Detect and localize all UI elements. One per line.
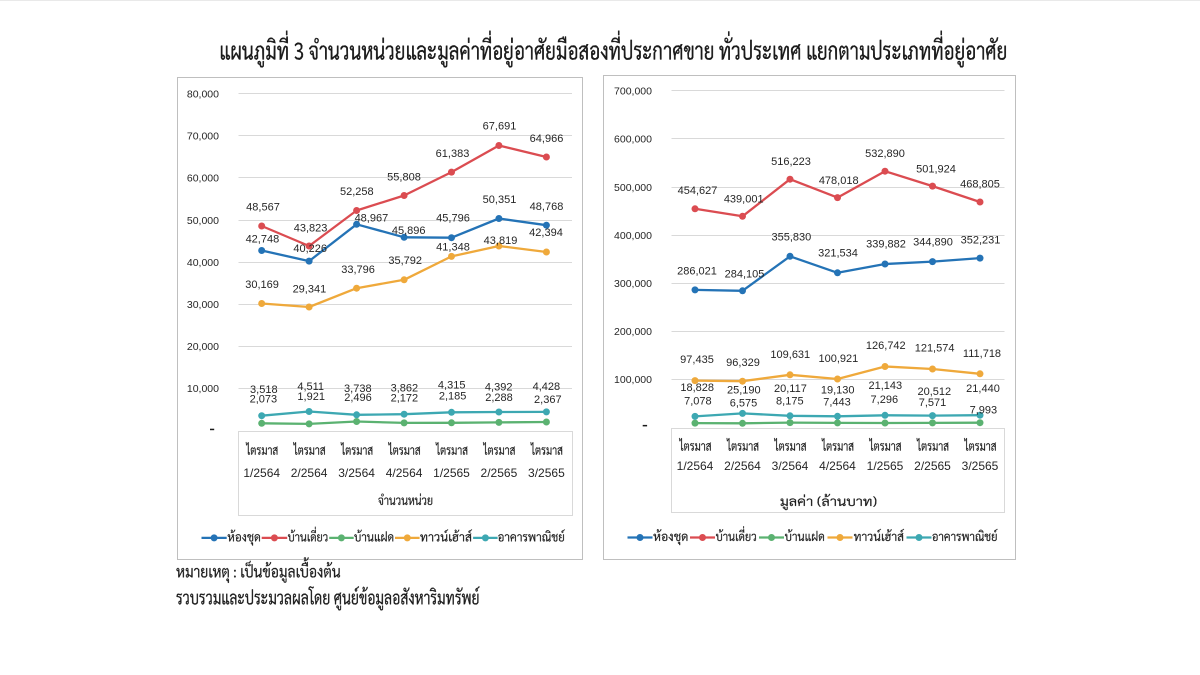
svg-text:3,738: 3,738: [344, 383, 372, 395]
svg-text:20,000: 20,000: [187, 341, 219, 353]
svg-text:2/2565: 2/2565: [481, 466, 518, 480]
svg-text:2/2564: 2/2564: [724, 459, 761, 473]
svg-text:7,443: 7,443: [823, 396, 851, 408]
svg-text:3/2564: 3/2564: [772, 459, 809, 473]
svg-text:121,574: 121,574: [915, 342, 955, 354]
svg-text:109,631: 109,631: [770, 349, 810, 361]
svg-text:48,768: 48,768: [530, 201, 564, 213]
svg-text:42,748: 42,748: [246, 234, 280, 246]
svg-text:100,921: 100,921: [819, 353, 859, 365]
svg-text:21,143: 21,143: [868, 380, 902, 392]
svg-text:2/2564: 2/2564: [291, 466, 328, 480]
svg-text:21,440: 21,440: [966, 383, 1000, 395]
svg-text:48,967: 48,967: [355, 212, 389, 224]
svg-text:439,001: 439,001: [724, 194, 764, 206]
svg-text:600,000: 600,000: [614, 134, 652, 146]
svg-text:80,000: 80,000: [187, 89, 219, 101]
svg-text:4,315: 4,315: [438, 380, 466, 392]
svg-text:19,130: 19,130: [821, 385, 855, 397]
svg-text:50,351: 50,351: [483, 194, 517, 206]
svg-text:18,828: 18,828: [680, 382, 714, 394]
svg-text:1/2565: 1/2565: [867, 459, 904, 473]
svg-text:700,000: 700,000: [614, 86, 652, 98]
svg-text:60,000: 60,000: [187, 173, 219, 185]
svg-text:2,185: 2,185: [439, 390, 467, 402]
svg-text:4/2564: 4/2564: [386, 466, 423, 480]
svg-text:35,792: 35,792: [388, 255, 422, 267]
svg-text:64,966: 64,966: [530, 133, 564, 145]
svg-text:10,000: 10,000: [187, 383, 219, 395]
svg-text:478,018: 478,018: [819, 175, 859, 187]
svg-text:284,105: 284,105: [725, 269, 765, 281]
svg-text:45,796: 45,796: [436, 212, 470, 224]
svg-text:126,742: 126,742: [866, 340, 906, 352]
svg-text:2,367: 2,367: [534, 394, 562, 406]
svg-text:29,341: 29,341: [293, 284, 327, 296]
svg-text:321,534: 321,534: [818, 247, 858, 259]
svg-text:3,518: 3,518: [250, 384, 278, 396]
svg-text:200,000: 200,000: [614, 326, 652, 338]
svg-text:111,718: 111,718: [963, 348, 1001, 360]
svg-text:100,000: 100,000: [614, 374, 652, 386]
svg-text:2,172: 2,172: [391, 393, 419, 405]
svg-text:67,691: 67,691: [483, 120, 517, 132]
svg-text:41,348: 41,348: [436, 242, 470, 254]
svg-text:55,808: 55,808: [387, 171, 421, 183]
svg-text:7,993: 7,993: [970, 404, 998, 416]
svg-text:3/2565: 3/2565: [962, 459, 999, 473]
svg-text:7,296: 7,296: [871, 394, 899, 406]
svg-text:344,890: 344,890: [913, 237, 953, 249]
svg-text:300,000: 300,000: [614, 278, 652, 290]
svg-text:4,392: 4,392: [485, 382, 513, 394]
svg-text:4,428: 4,428: [533, 381, 561, 393]
svg-text:70,000: 70,000: [187, 131, 219, 143]
svg-text:3/2564: 3/2564: [338, 466, 375, 480]
svg-text:4,511: 4,511: [297, 381, 324, 393]
svg-text:30,169: 30,169: [245, 279, 279, 291]
svg-text:7,078: 7,078: [684, 396, 712, 408]
svg-text:532,890: 532,890: [865, 148, 905, 160]
svg-text:42,394: 42,394: [529, 227, 563, 239]
svg-text:43,819: 43,819: [484, 235, 518, 247]
svg-text:61,383: 61,383: [436, 148, 470, 160]
svg-text:2,496: 2,496: [344, 392, 372, 404]
svg-text:352,231: 352,231: [961, 235, 1001, 247]
svg-text:501,924: 501,924: [916, 164, 956, 176]
svg-text:355,830: 355,830: [772, 232, 812, 244]
svg-text:7,571: 7,571: [919, 397, 947, 409]
svg-text:52,258: 52,258: [340, 186, 374, 198]
svg-text:2,073: 2,073: [250, 394, 278, 406]
svg-text:2/2565: 2/2565: [914, 459, 951, 473]
svg-text:1,921: 1,921: [297, 391, 325, 403]
svg-text:40,226: 40,226: [293, 243, 327, 255]
svg-text:45,896: 45,896: [392, 225, 426, 237]
svg-text:40,000: 40,000: [187, 257, 219, 269]
svg-text:286,021: 286,021: [677, 266, 717, 278]
svg-text:20,117: 20,117: [774, 383, 807, 395]
svg-text:454,627: 454,627: [678, 185, 718, 197]
svg-text:468,805: 468,805: [960, 179, 1000, 191]
svg-text:339,882: 339,882: [866, 238, 906, 250]
svg-text:516,223: 516,223: [771, 156, 811, 168]
svg-text:48,567: 48,567: [246, 202, 280, 214]
svg-text:25,190: 25,190: [727, 385, 761, 397]
svg-text:1/2564: 1/2564: [243, 466, 280, 480]
svg-text:33,796: 33,796: [341, 264, 375, 276]
svg-text:8,175: 8,175: [776, 396, 804, 408]
svg-text:1/2564: 1/2564: [677, 459, 714, 473]
svg-text:43,823: 43,823: [294, 223, 328, 235]
svg-text:50,000: 50,000: [187, 215, 219, 227]
svg-text:3/2565: 3/2565: [528, 466, 565, 480]
svg-text:500,000: 500,000: [614, 182, 652, 194]
svg-text:97,435: 97,435: [680, 354, 714, 366]
svg-text:30,000: 30,000: [187, 299, 219, 311]
svg-text:2,288: 2,288: [485, 392, 513, 404]
svg-text:6,575: 6,575: [730, 398, 758, 410]
svg-text:1/2565: 1/2565: [433, 466, 470, 480]
svg-text:3,862: 3,862: [391, 382, 419, 394]
svg-text:20,512: 20,512: [917, 386, 951, 398]
svg-text:96,329: 96,329: [726, 357, 760, 369]
svg-text:4/2564: 4/2564: [819, 459, 856, 473]
svg-text:400,000: 400,000: [614, 230, 652, 242]
